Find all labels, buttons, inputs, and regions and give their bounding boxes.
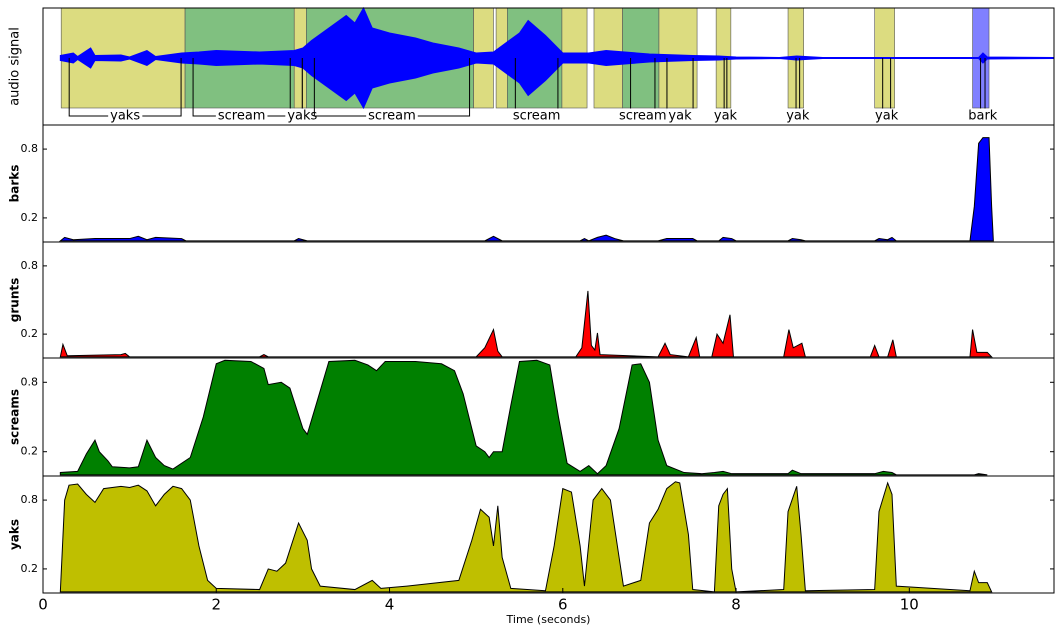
y-tick-label: 0.8	[21, 375, 39, 388]
segment-label: yaks	[287, 109, 317, 124]
label-background	[108, 108, 143, 124]
y-tick-label: 0.8	[21, 259, 39, 272]
segment-label: bark	[968, 109, 998, 124]
label-background	[366, 108, 418, 124]
label-background	[666, 108, 695, 124]
segment-label: yaks	[110, 109, 140, 124]
y-axis-label: yaks	[8, 519, 22, 550]
y-axis-label: barks	[8, 165, 22, 203]
x-tick-label: 0	[38, 596, 48, 614]
segment-label: scream	[368, 109, 416, 124]
probability-area	[59, 290, 993, 358]
segment-label: yak	[668, 109, 692, 124]
segment-label: scream	[513, 109, 561, 124]
y-tick-label: 0.2	[21, 211, 39, 224]
segment-label: yak	[714, 109, 738, 124]
panel-frame	[42, 241, 1055, 359]
segment-label: scream	[619, 109, 667, 124]
segment-label: scream	[218, 109, 266, 124]
y-tick-label: 0.2	[21, 562, 39, 575]
label-background	[285, 108, 320, 124]
segment-label: yak	[875, 109, 899, 124]
y-axis-label: grunts	[8, 278, 22, 322]
label-background	[215, 108, 268, 124]
x-tick-label: 4	[385, 596, 395, 614]
x-tick-label: 8	[731, 596, 741, 614]
label-background	[616, 108, 669, 124]
panel-frame	[42, 124, 1055, 243]
label-background	[711, 108, 740, 124]
probability-area	[59, 359, 988, 476]
y-tick-label: 0.2	[21, 327, 39, 340]
y-axis-label: screams	[8, 389, 22, 445]
label-background	[873, 108, 901, 124]
probability-area	[59, 481, 993, 593]
segment-label: yak	[786, 109, 810, 124]
panel-frame	[42, 475, 1055, 594]
label-background	[784, 108, 812, 124]
x-axis-label: Time (seconds)	[506, 613, 591, 626]
y-tick-label: 0.8	[21, 142, 39, 155]
label-background	[510, 108, 563, 124]
x-tick-label: 2	[211, 596, 221, 614]
x-tick-label: 10	[900, 596, 919, 614]
probability-area	[58, 137, 994, 242]
x-tick-label: 6	[558, 596, 568, 614]
y-axis-label: audio signal	[8, 27, 23, 106]
y-tick-label: 0.2	[21, 445, 39, 458]
label-background	[966, 108, 1000, 124]
y-tick-label: 0.8	[21, 493, 39, 506]
